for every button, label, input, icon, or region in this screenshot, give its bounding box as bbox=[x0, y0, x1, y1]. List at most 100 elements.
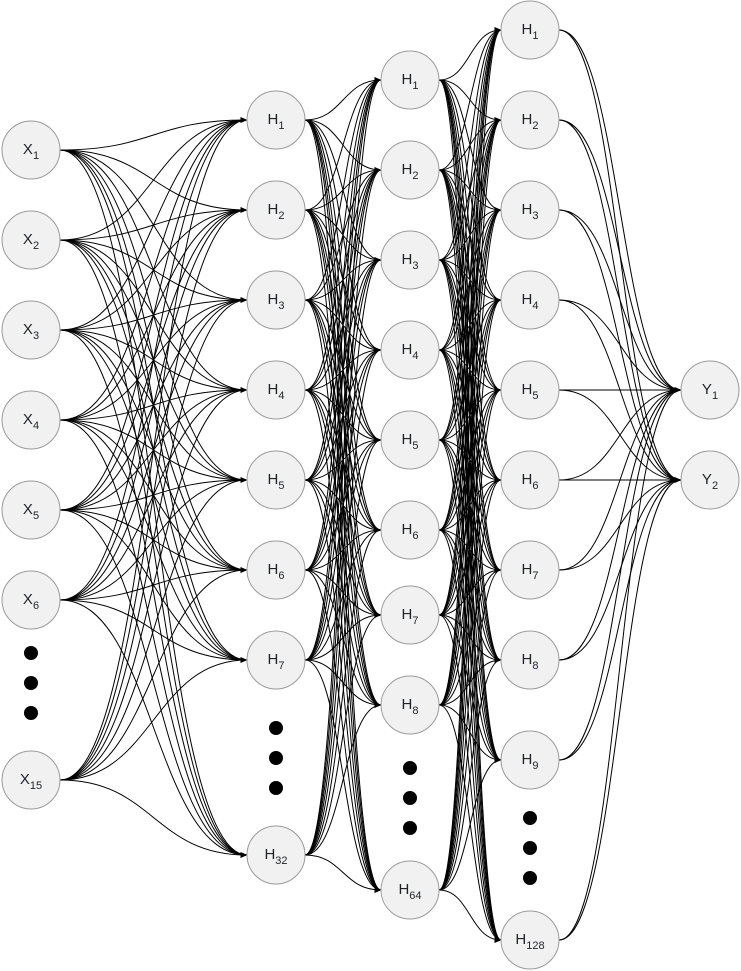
connection-edge bbox=[438, 889, 502, 943]
node-circle bbox=[1, 210, 61, 270]
node-label-base: H bbox=[515, 931, 526, 948]
connection-edge bbox=[59, 117, 248, 241]
connection-edge bbox=[438, 27, 502, 81]
node-label-subscript: 1 bbox=[532, 30, 538, 42]
node-label-base: H bbox=[268, 381, 279, 398]
node-label-subscript: 5 bbox=[532, 390, 538, 402]
connection-edge bbox=[59, 117, 248, 331]
connection-edge bbox=[438, 27, 502, 706]
node-label-base: Y bbox=[702, 471, 712, 488]
node-label-subscript: 4 bbox=[412, 350, 418, 362]
node-label-base: H bbox=[268, 651, 279, 668]
connection-edge bbox=[558, 119, 682, 393]
ellipsis-dot bbox=[269, 721, 283, 735]
ellipsis-dot bbox=[523, 871, 537, 885]
connection-edge bbox=[304, 77, 382, 211]
node-label: H5 bbox=[402, 431, 419, 452]
node-label: H6 bbox=[268, 561, 285, 582]
connection-edge bbox=[59, 779, 248, 858]
hidden3-node: H7 bbox=[500, 540, 560, 600]
node-circle bbox=[500, 540, 560, 600]
connection-edge bbox=[438, 207, 502, 891]
node-label-base: H bbox=[402, 161, 413, 178]
node-circle bbox=[500, 180, 560, 240]
connection-edge bbox=[304, 854, 382, 893]
node-label: X4 bbox=[23, 411, 39, 432]
node-label-subscript: 7 bbox=[278, 660, 284, 672]
input-node: X4 bbox=[1, 390, 61, 450]
node-label: H5 bbox=[268, 471, 285, 492]
node-label: Y1 bbox=[702, 381, 718, 402]
connection-edge bbox=[558, 209, 682, 393]
connection-edge bbox=[304, 527, 382, 856]
node-label-base: X bbox=[23, 321, 33, 338]
hidden3-node: H8 bbox=[500, 630, 560, 690]
output-node: Y2 bbox=[680, 450, 740, 510]
connection-edge bbox=[438, 657, 502, 891]
node-label-subscript: 5 bbox=[33, 510, 39, 522]
node-label: X2 bbox=[23, 231, 39, 252]
node-circle bbox=[500, 270, 560, 330]
connection-edge bbox=[59, 599, 248, 858]
node-label-base: H bbox=[522, 291, 533, 308]
node-circle bbox=[246, 270, 306, 330]
node-label-subscript: 2 bbox=[412, 170, 418, 182]
node-circle bbox=[380, 410, 440, 470]
node-circle bbox=[1, 480, 61, 540]
node-label-subscript: 2 bbox=[278, 210, 284, 222]
hidden2-node: H4 bbox=[380, 320, 440, 380]
connection-edge bbox=[59, 117, 248, 601]
node-label-subscript: 2 bbox=[532, 120, 538, 132]
connection-edge bbox=[59, 297, 248, 781]
node-label: X6 bbox=[23, 591, 39, 612]
node-label-subscript: 6 bbox=[532, 480, 538, 492]
ellipsis-dot bbox=[269, 781, 283, 795]
node-circle bbox=[500, 450, 560, 510]
node-circle bbox=[500, 0, 560, 60]
ellipsis-dot bbox=[24, 676, 38, 690]
node-label: H7 bbox=[402, 606, 419, 627]
ellipsis-dot bbox=[269, 751, 283, 765]
connection-edge bbox=[304, 437, 382, 856]
connection-edge bbox=[438, 27, 502, 891]
hidden2-node: H7 bbox=[380, 585, 440, 645]
node-label-subscript: 8 bbox=[532, 660, 538, 672]
node-label-subscript: 8 bbox=[412, 705, 418, 717]
connection-edge bbox=[558, 387, 682, 661]
node-label-base: X bbox=[23, 411, 33, 428]
hidden2-node: H1 bbox=[380, 50, 440, 110]
node-label-base: H bbox=[522, 471, 533, 488]
node-circle bbox=[500, 630, 560, 690]
connection-edge bbox=[438, 117, 502, 706]
node-circle bbox=[380, 585, 440, 645]
node-label: H1 bbox=[268, 111, 285, 132]
node-label-subscript: 64 bbox=[409, 890, 421, 902]
node-label-base: H bbox=[268, 111, 279, 128]
hidden3-node: H1 bbox=[500, 0, 560, 60]
hidden2-node: H5 bbox=[380, 410, 440, 470]
connection-edge bbox=[304, 257, 382, 856]
hidden3-node: H5 bbox=[500, 360, 560, 420]
node-circle bbox=[246, 360, 306, 420]
hidden3-node: H2 bbox=[500, 90, 560, 150]
input-node: X1 bbox=[1, 120, 61, 180]
connection-edge bbox=[59, 117, 248, 511]
input-node: X6 bbox=[1, 570, 61, 630]
node-label: H2 bbox=[522, 111, 539, 132]
node-label-subscript: 1 bbox=[712, 390, 718, 402]
node-label-subscript: 3 bbox=[532, 210, 538, 222]
ellipsis-dot bbox=[24, 706, 38, 720]
node-circle bbox=[380, 860, 440, 920]
hidden1-node: H7 bbox=[246, 630, 306, 690]
node-circle bbox=[500, 910, 560, 970]
node-label-subscript: 7 bbox=[412, 615, 418, 627]
connection-edge bbox=[304, 702, 382, 856]
ellipsis-dot bbox=[403, 821, 417, 835]
node-label-base: H bbox=[264, 846, 275, 863]
node-label: H1 bbox=[522, 21, 539, 42]
node-circle bbox=[246, 540, 306, 600]
node-label: X1 bbox=[23, 141, 39, 162]
connection-edge bbox=[304, 77, 382, 301]
connection-edge bbox=[558, 387, 682, 761]
connection-edge bbox=[59, 117, 248, 781]
